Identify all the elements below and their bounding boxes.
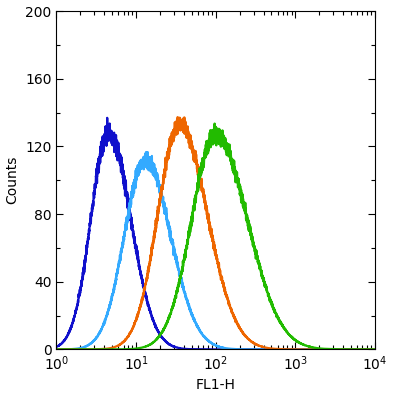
Y-axis label: Counts: Counts — [6, 156, 20, 205]
X-axis label: FL1-H: FL1-H — [196, 378, 235, 392]
